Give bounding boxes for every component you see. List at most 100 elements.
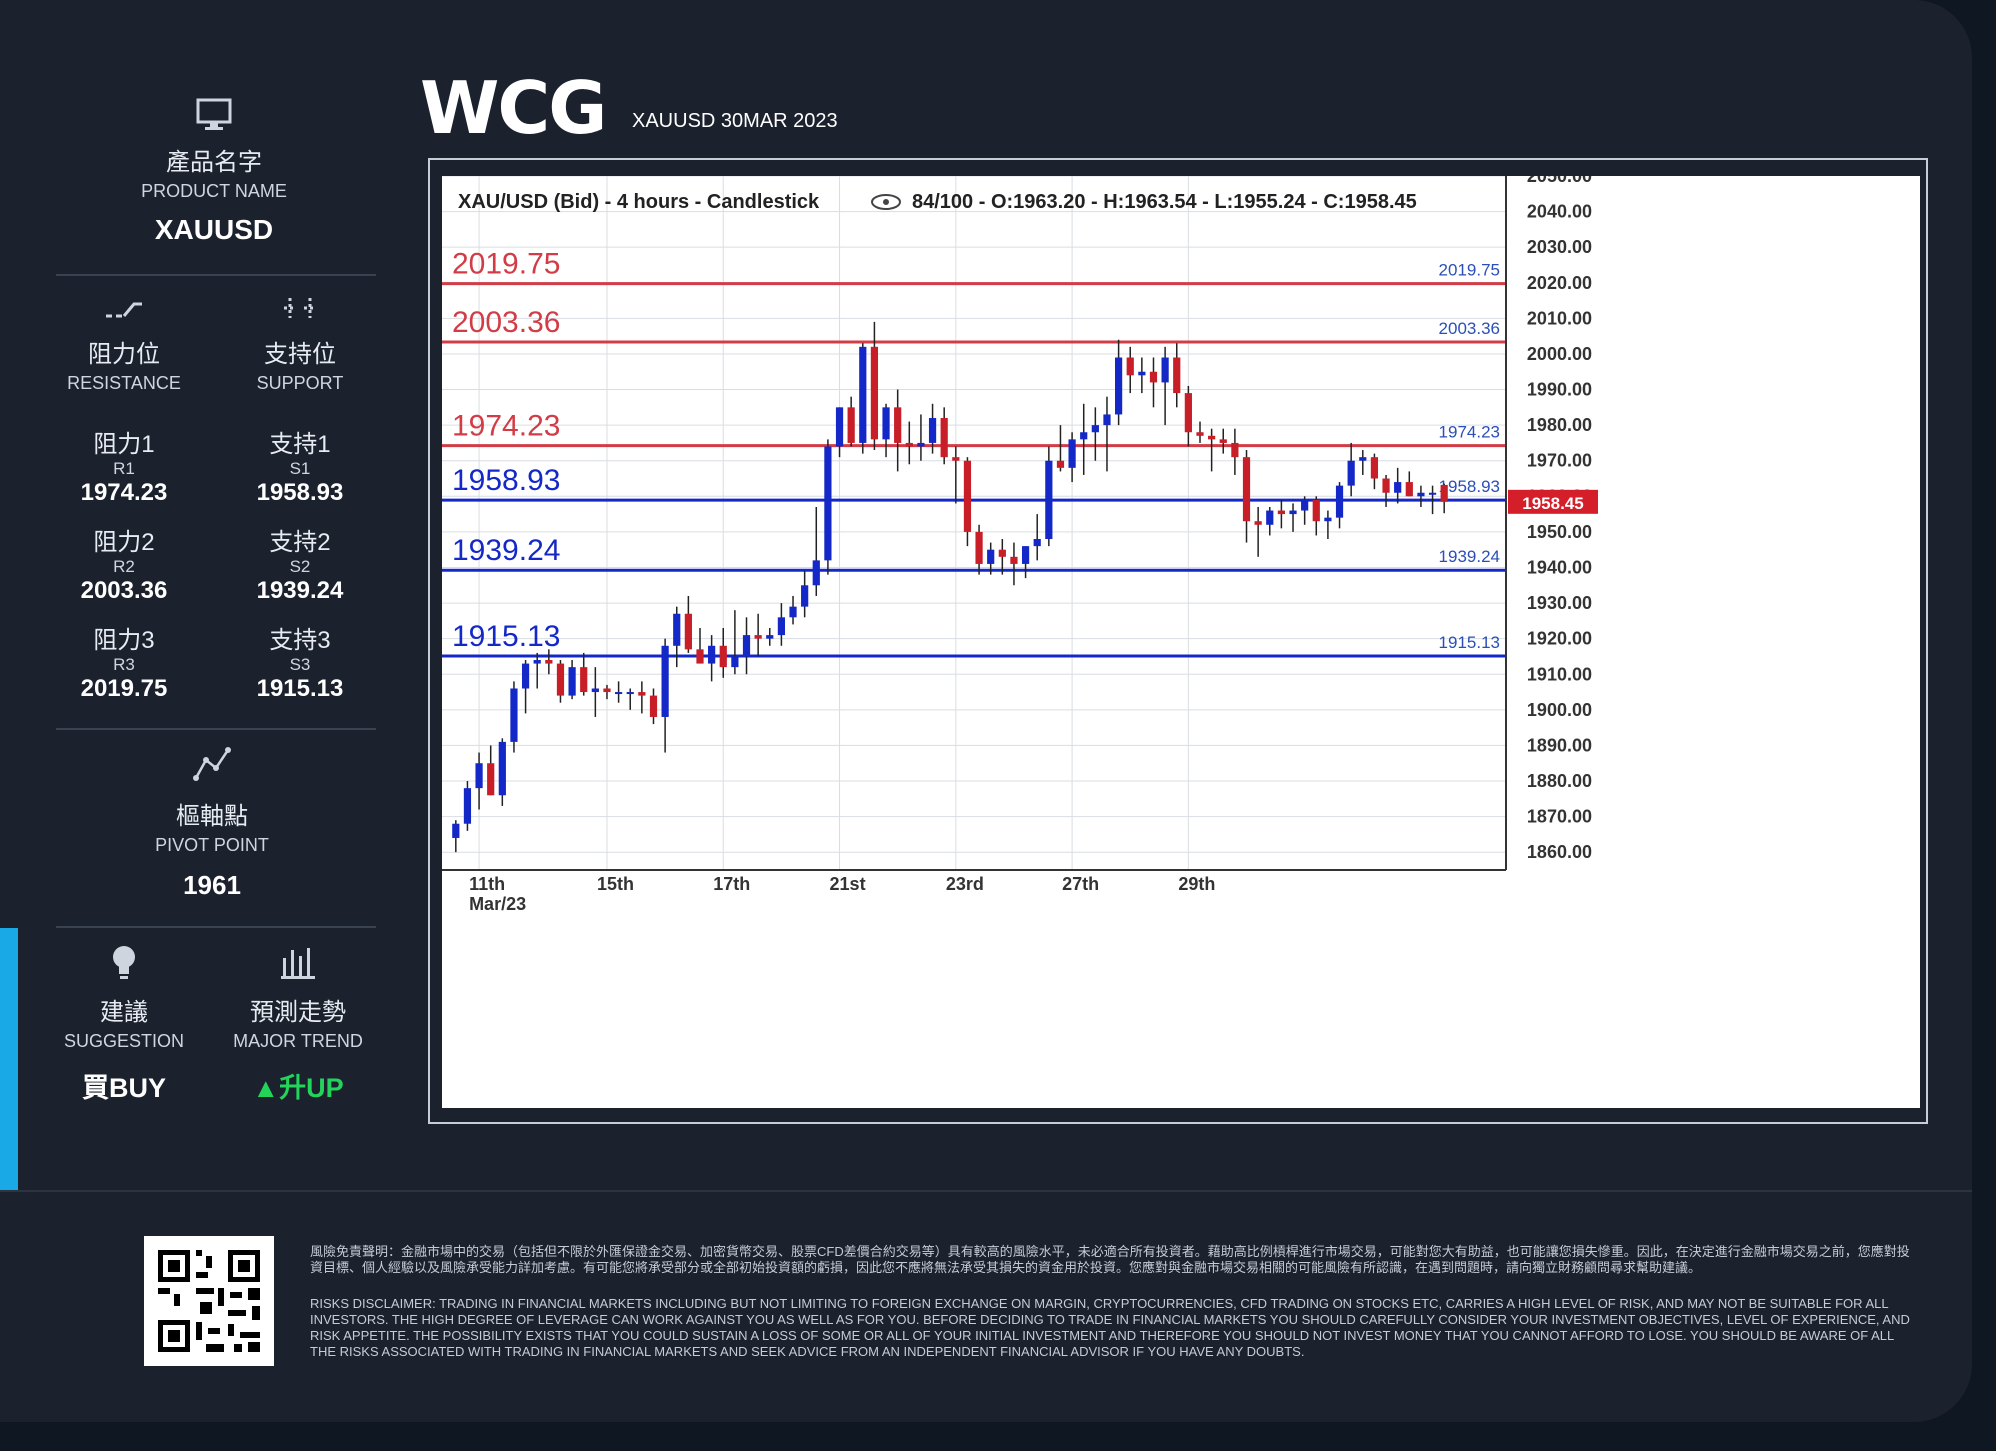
candle-body (1428, 492, 1437, 495)
resistance-header: 阻力位 RESISTANCE (36, 294, 212, 394)
trend-value-wrap: ▲升UP (210, 1066, 386, 1105)
candle-body (963, 460, 972, 532)
candle-body (1359, 457, 1367, 461)
candlestick-chart: 2019.75 2019.75 2003.36 2003.36 1974.23 1974.… (442, 166, 1920, 1108)
divider (56, 728, 376, 730)
y-tick-label: 2020.00 (1527, 273, 1592, 293)
candle-body (684, 613, 692, 650)
last-price-label: 1958.45 (1522, 494, 1583, 513)
chart-panel: 2019.75 2019.75 2003.36 2003.36 1974.23 1974.… (442, 166, 1920, 1108)
candle-body (1010, 556, 1018, 564)
chart-header-values: 84/100 - O:1963.20 - H:1963.54 - L:1955.… (912, 191, 1417, 213)
x-tick-label: 29th (1178, 874, 1215, 894)
y-tick-label: 1990.00 (1527, 380, 1592, 400)
candle-body (789, 606, 797, 618)
support-label-en: SUPPORT (256, 373, 344, 393)
candle-body (1266, 510, 1274, 525)
x-tick-label: 17th (713, 874, 750, 894)
r2-level: 阻力2 R2 2003.36 (36, 522, 212, 605)
report-subtitle: XAUUSD 30MAR 2023 (632, 110, 838, 132)
y-tick-label: 1880.00 (1527, 771, 1592, 791)
candle-body (1045, 460, 1053, 540)
candle-body (1208, 435, 1216, 440)
candle-body (1056, 460, 1065, 468)
candle-body (742, 635, 751, 657)
level-label-large: 1915.13 (452, 620, 560, 653)
candle-body (545, 660, 553, 664)
candle-body (777, 617, 785, 636)
level-label-large: 2003.36 (452, 306, 560, 339)
s3-label-en: S3 (289, 655, 311, 674)
resistance-label-en: RESISTANCE (67, 373, 181, 393)
candle-body (1370, 457, 1379, 479)
level-label-small: 2003.36 (1439, 319, 1500, 338)
suggestion-label-cn: 建議 (100, 999, 148, 1026)
candle-body (754, 635, 762, 639)
candle-body (1115, 357, 1123, 415)
suggestion-value: 買BUY (81, 1073, 166, 1103)
x-tick-label: 11th (469, 874, 505, 894)
logo-text: WCG (420, 66, 607, 150)
candle-body (696, 649, 704, 664)
candle-body (1301, 499, 1309, 511)
eye-icon (871, 194, 901, 210)
y-tick-label: 1940.00 (1527, 557, 1592, 577)
candle-body (487, 763, 495, 796)
suggestion-label-en: SUGGESTION (63, 1031, 184, 1051)
product-label-en: PRODUCT NAME (141, 181, 287, 201)
y-tick-label: 1980.00 (1527, 415, 1592, 435)
y-tick-label: 1860.00 (1527, 842, 1592, 862)
candle-body (1417, 492, 1425, 497)
candle-body (1080, 432, 1088, 440)
level-label-large: 1958.93 (452, 464, 560, 497)
candle-body (638, 692, 646, 696)
candle-body (905, 442, 913, 447)
product-value: XAUUSD (154, 214, 274, 245)
candle-body (1335, 485, 1344, 518)
candle-body (591, 688, 599, 693)
trend-section: 預測走勢 MAJOR TREND ▲升UP (210, 944, 386, 1105)
report-card: WCG XAUUSD 30MAR 2023 產品名字 PRODUCT NAME … (0, 0, 1972, 1422)
disclaimer-en: RISKS DISCLAIMER: TRADING IN FINANCIAL M… (310, 1296, 1910, 1359)
candle-body (1219, 439, 1227, 443)
candle-body (998, 549, 1006, 557)
candle-body (859, 346, 867, 443)
candle-body (475, 763, 483, 789)
y-tick-label: 2030.00 (1527, 237, 1592, 257)
y-tick-label: 1870.00 (1527, 807, 1592, 827)
monitor-icon (196, 98, 232, 130)
y-tick-label: 1930.00 (1527, 593, 1592, 613)
divider (56, 926, 376, 928)
y-tick-label: 1920.00 (1527, 629, 1592, 649)
candle-body (1277, 510, 1285, 515)
candle-body (510, 688, 518, 742)
axes: 2050.00 2040.00 2030.00 2020.00 2010.00 2000.… (442, 166, 1598, 914)
support-header: 支持位 SUPPORT (212, 294, 388, 394)
level-label-large: 2019.75 (452, 248, 560, 281)
support-icon (284, 298, 316, 318)
candle-body (928, 418, 937, 443)
x-tick-label: 21st (830, 874, 866, 894)
candle-body (1184, 393, 1192, 433)
candle-body (824, 446, 832, 561)
level-label-small: 1974.23 (1439, 423, 1500, 442)
r1-value: 1974.23 (80, 479, 168, 506)
chart-bg (442, 176, 1920, 1108)
r3-level: 阻力3 R3 2019.75 (36, 620, 212, 703)
candle-body (1126, 357, 1134, 376)
s3-label-cn: 支持3 (269, 627, 331, 654)
r2-label-en: R2 (113, 557, 135, 576)
candle-body (673, 613, 681, 646)
candle-body (731, 656, 739, 668)
s2-level: 支持2 S2 1939.24 (212, 522, 388, 605)
candle-body (498, 741, 506, 796)
level-label-small: 1939.24 (1439, 547, 1500, 566)
r1-label-cn: 阻力1 (93, 431, 155, 458)
candle-body (1021, 546, 1030, 564)
y-tick-label: 2010.00 (1527, 308, 1592, 328)
level-lines: 2019.75 2019.75 2003.36 2003.36 1974.23 1974.… (442, 248, 1506, 658)
footer-divider (0, 1190, 1972, 1192)
level-label-small: 1915.13 (1439, 633, 1500, 652)
s1-label-en: S1 (289, 459, 311, 478)
candle-body (835, 407, 844, 447)
